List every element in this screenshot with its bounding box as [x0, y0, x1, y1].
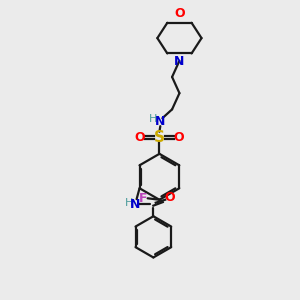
- Text: H: H: [124, 198, 133, 208]
- Text: N: N: [174, 55, 184, 68]
- Text: O: O: [134, 130, 145, 143]
- Text: S: S: [154, 130, 165, 145]
- Text: O: O: [164, 191, 175, 205]
- Text: O: O: [174, 8, 185, 20]
- Text: N: N: [155, 115, 166, 128]
- Text: N: N: [130, 198, 140, 211]
- Text: H: H: [149, 114, 158, 124]
- Text: O: O: [174, 130, 184, 143]
- Text: F: F: [138, 192, 147, 205]
